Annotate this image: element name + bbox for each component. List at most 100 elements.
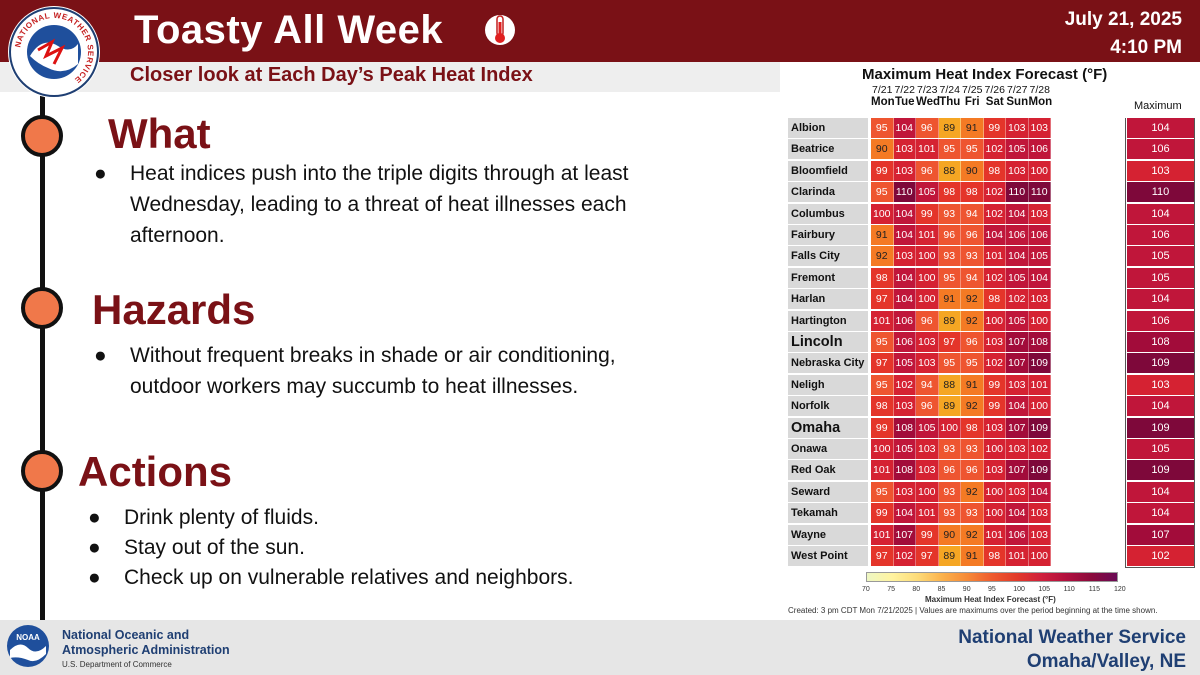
city-label: Bloomfield bbox=[788, 160, 868, 181]
heat-index-cell: 105 bbox=[893, 439, 916, 459]
heat-index-cell: 91 bbox=[961, 546, 984, 566]
maximum-header: Maximum bbox=[1134, 100, 1182, 112]
heat-index-cell: 95 bbox=[871, 118, 894, 138]
subheader-bar: Closer look at Each Day’s Peak Heat Inde… bbox=[0, 62, 780, 92]
heat-index-cell: 96 bbox=[916, 118, 939, 138]
heat-index-cell: 104 bbox=[1006, 246, 1029, 267]
heat-index-cell: 89 bbox=[938, 118, 961, 138]
legend-tick: 105 bbox=[1038, 586, 1051, 593]
heat-index-cell: 101 bbox=[1006, 546, 1029, 566]
heat-index-cell: 99 bbox=[871, 503, 894, 524]
city-label: Columbus bbox=[788, 203, 868, 224]
timeline-node-hazards bbox=[21, 287, 63, 329]
day-date: 7/26 bbox=[984, 84, 1005, 96]
heat-index-cell: 103 bbox=[1006, 481, 1029, 502]
day-header: 7/28 Mon bbox=[1028, 84, 1053, 108]
heat-index-cell: 104 bbox=[1028, 481, 1051, 502]
section-heading-actions: Actions bbox=[78, 448, 233, 495]
heat-index-cell: 95 bbox=[871, 182, 894, 203]
heat-index-cell: 100 bbox=[983, 503, 1006, 524]
city-label: Nebraska City bbox=[788, 353, 868, 374]
heat-index-cell: 96 bbox=[961, 460, 984, 481]
heat-index-cell: 103 bbox=[983, 417, 1006, 438]
heat-index-cell: 99 bbox=[871, 417, 894, 438]
heat-index-cell: 97 bbox=[938, 332, 961, 352]
heat-index-cell: 103 bbox=[893, 396, 916, 417]
heat-index-cell: 93 bbox=[938, 481, 961, 502]
max-heat-index-cell: 104 bbox=[1126, 503, 1194, 524]
date-text: July 21, 2025 bbox=[1064, 9, 1182, 30]
heat-index-cell: 100 bbox=[1028, 310, 1051, 331]
legend-tick: 115 bbox=[1088, 586, 1100, 593]
legend-tick: 95 bbox=[988, 586, 996, 593]
heat-index-cell: 94 bbox=[961, 267, 984, 288]
footer-bar bbox=[0, 620, 1200, 675]
heat-index-cell: 96 bbox=[961, 225, 984, 245]
heat-index-cell: 93 bbox=[938, 246, 961, 267]
day-name: Wed bbox=[916, 96, 941, 108]
heat-index-cell: 96 bbox=[916, 160, 939, 181]
heat-index-cell: 100 bbox=[1028, 160, 1051, 181]
day-header: 7/27 Sun bbox=[1006, 84, 1029, 108]
created-note: Created: 3 pm CDT Mon 7/21/2025 | Values… bbox=[788, 606, 1158, 615]
heat-index-cell: 99 bbox=[916, 203, 939, 224]
heat-index-cell: 99 bbox=[871, 160, 894, 181]
max-heat-index-cell: 105 bbox=[1126, 246, 1194, 267]
max-heat-index-cell: 104 bbox=[1126, 203, 1194, 224]
heat-index-cell: 108 bbox=[1028, 332, 1051, 352]
heat-index-cell: 103 bbox=[1006, 439, 1029, 459]
heat-index-cell: 91 bbox=[961, 118, 984, 138]
heat-index-cell: 97 bbox=[916, 546, 939, 566]
heat-index-cell: 108 bbox=[893, 417, 916, 438]
heat-index-cell: 103 bbox=[916, 332, 939, 352]
max-heat-index-cell: 106 bbox=[1126, 225, 1194, 245]
heat-index-cell: 101 bbox=[983, 524, 1006, 545]
city-label: Omaha bbox=[788, 417, 868, 438]
heat-index-cell: 106 bbox=[1006, 524, 1029, 545]
heat-index-cell: 94 bbox=[916, 374, 939, 395]
section-heading-what: What bbox=[108, 110, 211, 157]
timeline-node-what bbox=[21, 115, 63, 157]
max-heat-index-cell: 103 bbox=[1126, 160, 1194, 181]
heat-index-cell: 103 bbox=[916, 353, 939, 374]
thermometer-icon bbox=[485, 15, 515, 45]
heat-index-cell: 104 bbox=[1028, 267, 1051, 288]
heat-index-cell: 99 bbox=[916, 524, 939, 545]
nws-logo-icon: NATIONAL WEATHER SERVICE bbox=[9, 7, 99, 97]
bullet-dot: ● bbox=[88, 506, 101, 529]
city-label: Harlan bbox=[788, 289, 868, 310]
heat-index-cell: 95 bbox=[871, 332, 894, 352]
day-name: Sat bbox=[985, 96, 1004, 108]
heat-index-cell: 94 bbox=[961, 203, 984, 224]
max-heat-index-cell: 107 bbox=[1126, 524, 1194, 545]
day-header: 7/22 Tue bbox=[894, 84, 917, 108]
heat-index-cell: 89 bbox=[938, 310, 961, 331]
heat-index-cell: 99 bbox=[983, 374, 1006, 395]
legend-tick: 70 bbox=[862, 586, 870, 593]
noaa-department: U.S. Department of Commerce bbox=[62, 660, 172, 669]
city-label: Hartington bbox=[788, 310, 868, 331]
day-date: 7/25 bbox=[962, 84, 983, 96]
heat-index-cell: 96 bbox=[916, 310, 939, 331]
heat-index-cell: 95 bbox=[871, 374, 894, 395]
heat-index-cell: 98 bbox=[983, 289, 1006, 310]
city-label: Norfolk bbox=[788, 396, 868, 417]
heat-index-cell: 93 bbox=[938, 439, 961, 459]
heat-index-cell: 105 bbox=[1006, 139, 1029, 160]
heat-index-cell: 103 bbox=[1006, 160, 1029, 181]
heat-index-cell: 103 bbox=[983, 332, 1006, 352]
heat-index-cell: 98 bbox=[871, 396, 894, 417]
day-name: Mon bbox=[1028, 96, 1053, 108]
time-text: 4:10 PM bbox=[1110, 37, 1182, 58]
legend-tick: 80 bbox=[912, 586, 921, 593]
heat-index-cell: 99 bbox=[983, 118, 1006, 138]
heat-index-cell: 103 bbox=[893, 246, 916, 267]
day-date: 7/22 bbox=[894, 84, 915, 96]
heat-index-cell: 106 bbox=[893, 310, 916, 331]
day-name: Mon bbox=[871, 96, 895, 108]
heat-index-cell: 105 bbox=[1006, 267, 1029, 288]
heat-index-cell: 90 bbox=[938, 524, 961, 545]
heat-index-cell: 102 bbox=[1028, 439, 1051, 459]
heat-index-cell: 96 bbox=[938, 225, 961, 245]
heat-index-cell: 104 bbox=[893, 267, 916, 288]
